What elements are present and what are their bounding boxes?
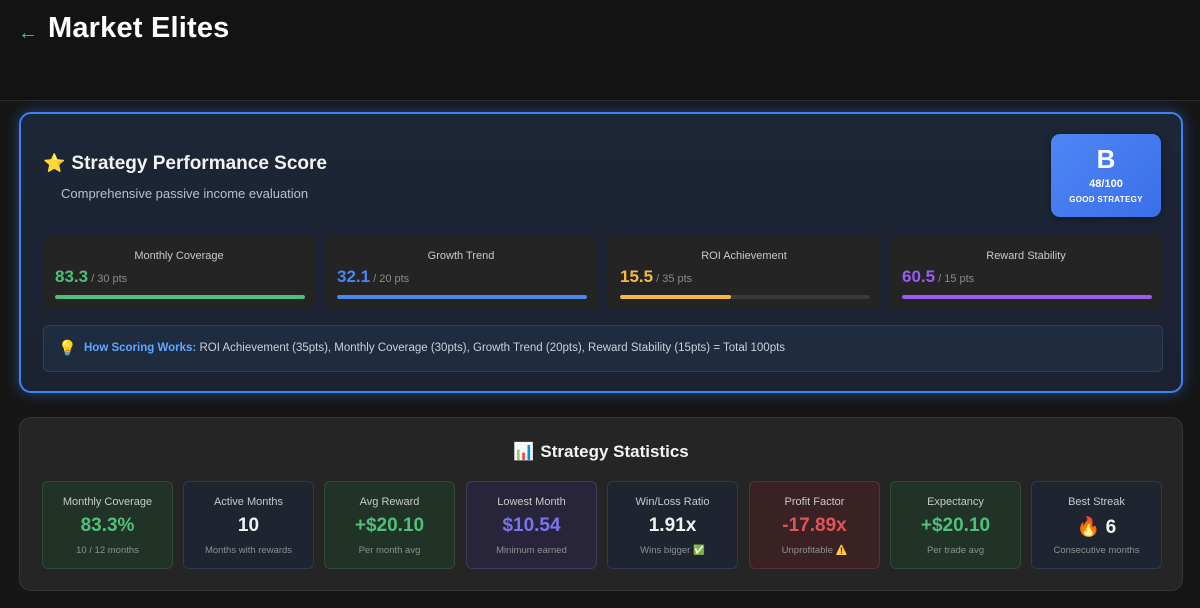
stat-label: Monthly Coverage	[62, 496, 153, 508]
stat-subtext: Minimum earned	[496, 545, 567, 556]
stat-expectancy: Expectancy +$20.10 Per trade avg	[890, 481, 1021, 569]
metric-progress-track	[337, 295, 587, 299]
stat-value: 🔥 6	[1076, 517, 1117, 538]
metric-max: / 35 pts	[656, 273, 693, 285]
scoring-info-text: How Scoring Works: ROI Achievement (35pt…	[84, 342, 785, 354]
metric-name: Reward Stability	[986, 250, 1066, 262]
stat-label: Avg Reward	[359, 496, 420, 508]
metric-max: / 30 pts	[91, 273, 128, 285]
metric-progress-track	[55, 295, 305, 299]
stat-monthly-coverage: Monthly Coverage 83.3% 10 / 12 months	[42, 481, 173, 569]
score-card-subtitle: Comprehensive passive income evaluation	[61, 186, 309, 201]
metric-monthly-coverage: Monthly Coverage 83.3/ 30 pts	[43, 235, 315, 310]
metric-value: 60.5	[902, 267, 936, 286]
metric-progress-track	[620, 295, 870, 299]
metric-reward-stability: Reward Stability 60.5/ 15 pts	[890, 235, 1162, 310]
scoring-info-box: 💡 How Scoring Works: ROI Achievement (35…	[43, 325, 1163, 372]
stat-lowest-month: Lowest Month $10.54 Minimum earned	[466, 481, 597, 569]
back-arrow-icon[interactable]: ←	[18, 22, 38, 44]
stat-subtext: Wins bigger ✅	[640, 545, 705, 556]
grade-label: GOOD STRATEGY	[1069, 195, 1143, 204]
stat-subtext: Per trade avg	[926, 545, 985, 556]
stats-card-title: 📊 Strategy Statistics	[20, 442, 1182, 462]
metric-progress-track	[902, 295, 1152, 299]
metric-progress-fill	[55, 295, 305, 299]
metric-max: / 20 pts	[373, 273, 410, 285]
stat-subtext: Unprofitable ⚠️	[781, 545, 848, 556]
stat-subtext: 10 / 12 months	[76, 545, 139, 556]
metric-value: 15.5	[620, 267, 654, 286]
star-icon: ⭐	[43, 153, 66, 173]
stat-value: 83.3%	[80, 515, 135, 536]
metric-progress-fill	[620, 295, 731, 299]
metric-value: 32.1	[337, 267, 371, 286]
stat-best-streak: Best Streak 🔥 6 Consecutive months	[1031, 481, 1162, 569]
scoring-info-label: How Scoring Works:	[84, 342, 197, 354]
strategy-statistics-card: 📊 Strategy Statistics Monthly Coverage 83…	[19, 417, 1183, 591]
stat-avg-reward: Avg Reward +$20.10 Per month avg	[324, 481, 455, 569]
stat-profit-factor: Profit Factor -17.89x Unprofitable ⚠️	[749, 481, 880, 569]
stat-subtext: Months with rewards	[204, 545, 293, 556]
stat-label: Active Months	[213, 496, 284, 508]
strategy-performance-score-card: ⭐ Strategy Performance Score Comprehensiv…	[19, 112, 1183, 393]
stat-label: Expectancy	[927, 496, 984, 508]
stat-win-loss-ratio: Win/Loss Ratio 1.91x Wins bigger ✅	[607, 481, 738, 569]
grade-score: 48/100	[1089, 178, 1123, 190]
stat-label: Win/Loss Ratio	[635, 496, 710, 508]
metric-progress-fill	[337, 295, 587, 299]
stat-value: -17.89x	[782, 515, 847, 536]
page-title: Market Elites	[48, 12, 230, 44]
scoring-info-description: ROI Achievement (35pts), Monthly Coverag…	[196, 342, 786, 354]
stat-value: +$20.10	[354, 515, 425, 536]
stat-value: 1.91x	[648, 515, 697, 536]
bar-chart-icon: 📊	[513, 442, 535, 461]
metric-growth-trend: Growth Trend 32.1/ 20 pts	[325, 235, 597, 310]
metric-max: / 15 pts	[938, 273, 975, 285]
stat-label: Lowest Month	[497, 496, 566, 508]
stat-active-months: Active Months 10 Months with rewards	[183, 481, 314, 569]
score-card-title: ⭐ Strategy Performance Score	[43, 153, 327, 175]
metric-roi-achievement: ROI Achievement 15.5/ 35 pts	[608, 235, 880, 310]
stat-value: +$20.10	[920, 515, 991, 536]
metric-name: ROI Achievement	[701, 250, 787, 262]
stat-label: Best Streak	[1068, 496, 1125, 508]
top-bar: ← Market Elites	[0, 0, 1200, 101]
grade-badge: B 48/100 GOOD STRATEGY	[1051, 134, 1161, 217]
stats-card-title-text: Strategy Statistics	[540, 442, 689, 461]
stat-value: $10.54	[502, 515, 561, 536]
stat-subtext: Per month avg	[358, 545, 421, 556]
lightbulb-icon: 💡	[58, 340, 77, 357]
stat-value: 10	[237, 515, 260, 536]
metric-name: Monthly Coverage	[134, 250, 224, 262]
stat-label: Profit Factor	[784, 496, 845, 508]
metric-name: Growth Trend	[427, 250, 495, 262]
metric-progress-fill	[902, 295, 1152, 299]
score-card-title-text: Strategy Performance Score	[71, 153, 327, 174]
stat-subtext: Consecutive months	[1053, 545, 1140, 556]
metric-value: 83.3	[55, 267, 89, 286]
grade-letter: B	[1096, 144, 1116, 174]
